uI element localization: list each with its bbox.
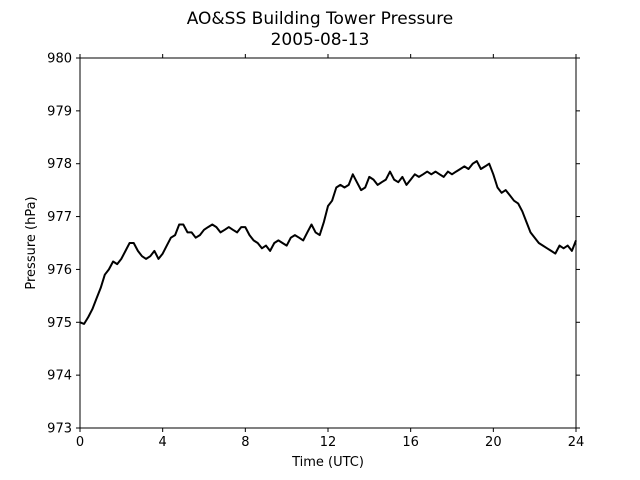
- x-tick-label: 8: [241, 435, 249, 450]
- y-axis-label: Pressure (hPa): [24, 196, 39, 289]
- x-tick-label: 16: [402, 435, 419, 450]
- x-tick-label: 12: [320, 435, 337, 450]
- y-tick-label: 977: [47, 210, 72, 225]
- x-tick-label: 20: [485, 435, 502, 450]
- y-tick-label: 974: [47, 369, 72, 384]
- y-tick-label: 978: [47, 157, 72, 172]
- pressure-series-line: [79, 160, 577, 325]
- plot-area: [79, 160, 577, 325]
- chart-subtitle: 2005-08-13: [271, 30, 370, 50]
- y-tick-label: 973: [47, 422, 72, 437]
- x-axis-label: Time (UTC): [291, 455, 364, 470]
- y-tick-label: 980: [47, 52, 72, 67]
- chart-title: AO&SS Building Tower Pressure: [187, 9, 454, 29]
- axis-ticks: 0 4 8 12 16 20 24 973 974 975 976 977 978 979 980: [47, 52, 584, 451]
- y-tick-label: 975: [47, 316, 72, 331]
- y-tick-label: 979: [47, 104, 72, 119]
- x-tick-label: 24: [568, 435, 585, 450]
- y-tick-label: 976: [47, 263, 72, 278]
- x-tick-label: 0: [76, 435, 84, 450]
- plot-frame: [79, 57, 577, 429]
- x-tick-label: 4: [159, 435, 167, 450]
